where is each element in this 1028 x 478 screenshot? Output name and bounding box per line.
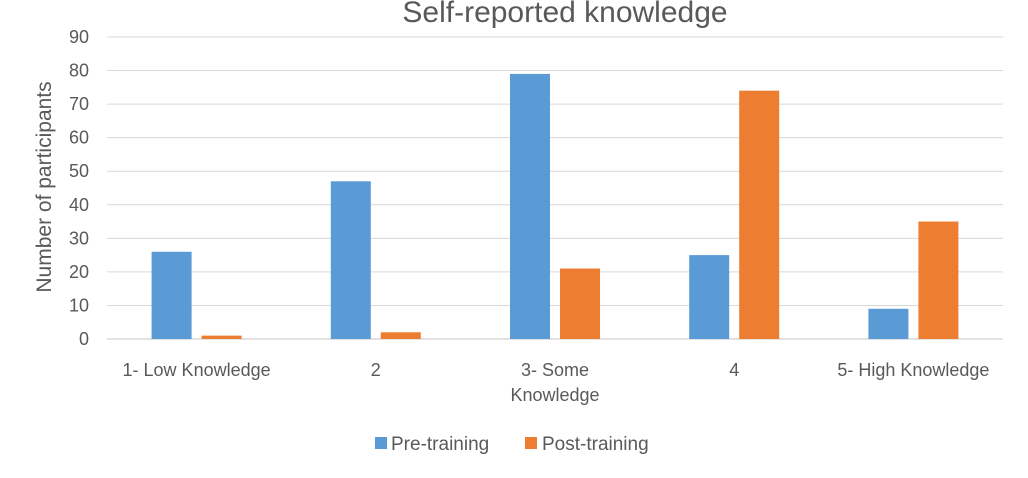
legend-swatch-pre-training bbox=[375, 437, 387, 449]
bar-pre-training-2 bbox=[330, 181, 371, 339]
x-axis-ticks: 1- Low Knowledge 2 3- Some Knowledge 4 5- Hig… bbox=[123, 360, 990, 405]
bar-pre-training-4 bbox=[689, 255, 730, 339]
bars bbox=[151, 73, 959, 340]
chart-title: Self-reported knowledge bbox=[402, 0, 727, 29]
y-tick-label: 20 bbox=[69, 262, 89, 282]
bar-post-training-2 bbox=[380, 332, 421, 339]
legend-label-post-training: Post-training bbox=[542, 434, 649, 455]
y-tick-label: 50 bbox=[69, 161, 89, 181]
y-tick-label: 30 bbox=[69, 228, 89, 248]
gridlines bbox=[107, 36, 1003, 340]
x-tick-label: 2 bbox=[371, 360, 381, 380]
x-tick-label: 4 bbox=[729, 360, 739, 380]
x-tick-label: Knowledge bbox=[510, 385, 599, 405]
legend-label-pre-training: Pre-training bbox=[391, 434, 489, 455]
bar-post-training-3 bbox=[560, 268, 600, 339]
y-tick-label: 0 bbox=[79, 329, 89, 349]
x-tick-label: 1- Low Knowledge bbox=[123, 360, 271, 380]
x-tick-label: 3- Some bbox=[521, 360, 589, 380]
x-tick-label: 5- High Knowledge bbox=[837, 360, 989, 380]
bar-pre-training-5 bbox=[868, 308, 909, 339]
bar-post-training-4 bbox=[739, 90, 780, 339]
y-tick-label: 80 bbox=[69, 61, 89, 81]
y-tick-label: 60 bbox=[69, 128, 89, 148]
y-axis-title: Number of participants bbox=[33, 81, 56, 292]
y-tick-label: 70 bbox=[69, 94, 89, 114]
legend: Pre-training Post-training bbox=[375, 434, 649, 455]
bar-pre-training-3 bbox=[510, 73, 550, 340]
legend-swatch-post-training bbox=[525, 437, 537, 449]
bar-post-training-1 bbox=[201, 335, 242, 339]
y-tick-label: 10 bbox=[69, 295, 89, 315]
y-axis-ticks: 0 10 20 30 40 50 60 70 80 90 bbox=[69, 27, 89, 349]
bar-post-training-5 bbox=[918, 221, 959, 339]
y-tick-label: 90 bbox=[69, 27, 89, 47]
y-tick-label: 40 bbox=[69, 195, 89, 215]
bar-pre-training-1 bbox=[151, 251, 192, 339]
